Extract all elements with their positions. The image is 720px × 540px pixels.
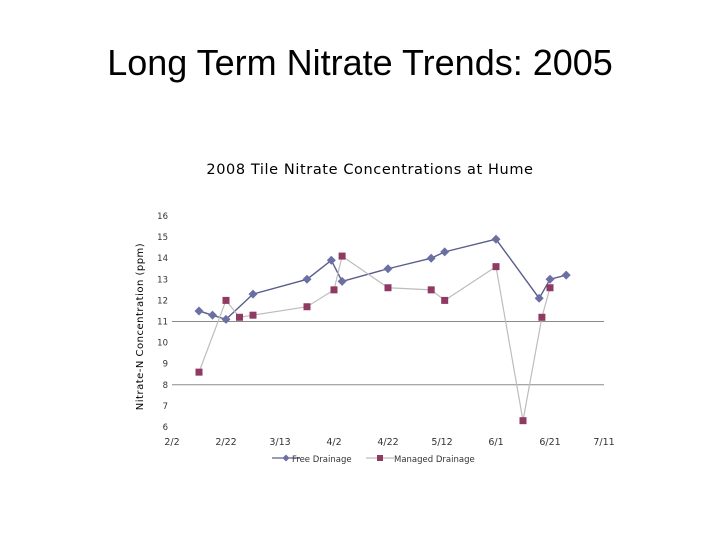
y-tick-label: 11 — [157, 318, 168, 328]
gridlines — [172, 321, 604, 386]
series-line-free-drainage — [198, 238, 567, 321]
y-tick-label: 7 — [163, 402, 168, 412]
data-point-square — [384, 284, 392, 292]
y-tick-label: 16 — [157, 212, 168, 222]
legend-marker-diamond — [282, 454, 290, 462]
data-point-diamond — [337, 276, 347, 286]
y-tick-label: 10 — [157, 339, 168, 349]
data-point-diamond — [545, 274, 555, 284]
data-point-diamond — [326, 255, 336, 265]
legend: Free Drainage Managed Drainage — [272, 454, 475, 465]
data-point-square — [538, 313, 546, 321]
data-point-square — [303, 303, 311, 311]
x-tick-label: 4/22 — [377, 437, 398, 448]
x-tick-label: 4/2 — [326, 437, 341, 448]
data-point-square — [338, 252, 346, 260]
legend-marker-square — [377, 455, 383, 461]
data-point-square — [330, 286, 338, 294]
series-line-managed-drainage — [198, 255, 551, 421]
data-point-diamond — [194, 306, 204, 316]
data-point-diamond — [440, 247, 450, 257]
slide-title: Long Term Nitrate Trends: 2005 — [107, 42, 613, 83]
data-point-diamond — [248, 289, 258, 299]
data-point-square — [195, 368, 203, 376]
data-point-square — [441, 296, 449, 304]
x-tick-label: 3/13 — [269, 437, 290, 448]
x-tick-label: 6/1 — [488, 437, 503, 448]
legend-label: Managed Drainage — [394, 455, 475, 465]
data-point-diamond — [561, 270, 571, 280]
data-point-square — [236, 313, 243, 321]
series-group — [194, 234, 571, 425]
x-tick-label: 2/2 — [164, 437, 179, 448]
y-axis-ticks: 6 7 8 9 10 11 12 13 14 15 16 — [157, 212, 168, 433]
y-tick-label: 9 — [163, 360, 168, 370]
data-point-square — [249, 311, 257, 319]
data-point-square — [546, 284, 554, 292]
chart-title: 2008 Tile Nitrate Concentrations at Hume — [206, 162, 534, 178]
y-tick-label: 14 — [157, 254, 168, 264]
y-tick-label: 8 — [163, 381, 168, 391]
x-tick-label: 5/12 — [431, 437, 452, 448]
data-point-square — [427, 286, 435, 294]
data-point-diamond — [426, 253, 436, 263]
data-point-square — [222, 296, 230, 304]
data-point-diamond — [534, 293, 544, 303]
x-tick-label: 2/22 — [215, 437, 236, 448]
x-tick-label: 6/21 — [539, 437, 560, 448]
data-point-diamond — [383, 264, 393, 274]
data-point-square — [519, 417, 527, 425]
y-tick-label: 13 — [157, 275, 168, 285]
legend-label: Free Drainage — [292, 455, 352, 465]
data-point-diamond — [491, 234, 501, 244]
y-tick-label: 15 — [157, 233, 168, 243]
x-axis-ticks: 2/2 2/22 3/13 4/2 4/22 5/12 6/1 6/21 7/11 — [164, 437, 614, 448]
x-tick-label: 7/11 — [593, 437, 614, 448]
data-point-diamond — [302, 274, 312, 284]
data-point-diamond — [208, 310, 217, 320]
data-point-square — [492, 263, 500, 271]
data-point-diamond — [221, 314, 231, 324]
y-axis-label: Nitrate-N Concentration (ppm) — [135, 243, 146, 410]
y-tick-label: 12 — [157, 296, 168, 306]
y-tick-label: 6 — [163, 423, 168, 433]
